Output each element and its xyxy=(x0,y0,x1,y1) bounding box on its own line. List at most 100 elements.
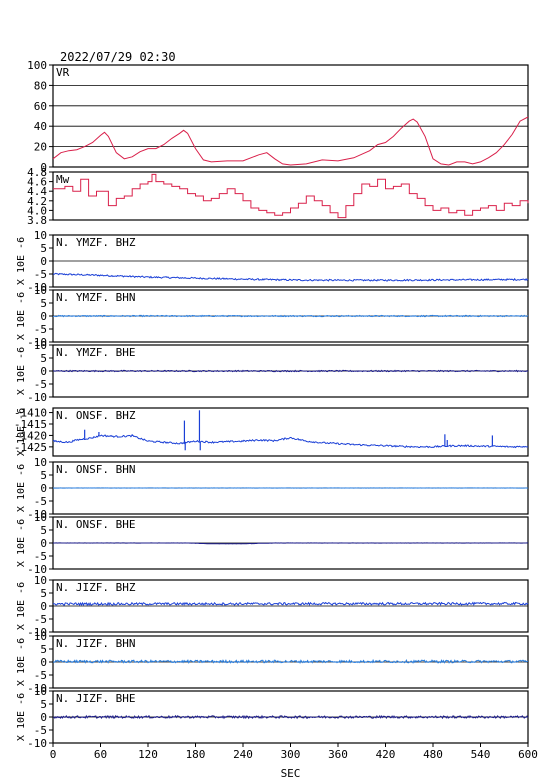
ytick-label-vr: 20 xyxy=(34,141,47,154)
xtick-label: 60 xyxy=(94,748,107,761)
ytick-label-vr: 100 xyxy=(27,59,47,72)
ytick-label-n-onsf-bhz: -1410 xyxy=(14,407,47,420)
ytick-label-n-ymzf-bhz: 5 xyxy=(40,242,47,255)
series-line-n-ymzf-bhz xyxy=(52,272,529,282)
xtick-label: 480 xyxy=(423,748,443,761)
ytick-label-vr: 80 xyxy=(34,79,47,92)
xaxis-label: SEC xyxy=(281,767,301,780)
ytick-label-n-ymzf-bhn: 10 xyxy=(34,284,47,297)
ylabel-n-jizf-bhn: X 10E -6 xyxy=(16,638,27,686)
series-line-n-ymzf-bhe xyxy=(53,369,529,373)
ytick-label-n-onsf-bhz: -1425 xyxy=(14,441,47,454)
ytick-label-mw: 4.4 xyxy=(27,185,47,198)
series-line-n-jizf-bhe xyxy=(52,714,529,720)
panel-label-n-onsf-bhz: N. ONSF. BHZ xyxy=(56,409,136,422)
xtick-label: 240 xyxy=(233,748,253,761)
ytick-label-n-ymzf-bhz: 0 xyxy=(40,255,47,268)
ylabel-n-jizf-bhe: X 10E -6 xyxy=(16,693,27,741)
series-line-vr xyxy=(52,116,529,166)
ylabel-n-ymzf-bhz: X 10E -6 xyxy=(16,237,27,285)
xtick-label: 540 xyxy=(471,748,491,761)
xtick-label: 0 xyxy=(50,748,57,761)
ytick-label-n-ymzf-bhz: -10 xyxy=(27,281,47,294)
ytick-label-n-jizf-bhe: 10 xyxy=(34,685,47,698)
xtick-label: 300 xyxy=(281,748,301,761)
panel-frame-n-onsf-bhz xyxy=(52,407,529,457)
ylabel-n-jizf-bhz: X 10E -6 xyxy=(16,582,27,630)
ytick-label-n-onsf-bhn: -5 xyxy=(34,495,47,508)
ytick-label-vr: 40 xyxy=(34,120,47,133)
xtick-label: 420 xyxy=(376,748,396,761)
ytick-label-n-onsf-bhn: 0 xyxy=(40,482,47,495)
ytick-label-n-onsf-bhe: 0 xyxy=(40,537,47,550)
ytick-label-n-jizf-bhe: -5 xyxy=(34,724,47,737)
ytick-label-n-onsf-bhn: 10 xyxy=(34,456,47,469)
ytick-label-n-ymzf-bhz: -5 xyxy=(34,268,47,281)
panel-label-n-jizf-bhn: N. JIZF. BHN xyxy=(56,637,135,650)
ytick-label-n-jizf-bhz: -5 xyxy=(34,613,47,626)
ytick-label-n-jizf-bhe: 5 xyxy=(40,698,47,711)
panel-label-n-onsf-bhe: N. ONSF. BHE xyxy=(56,518,135,531)
ytick-label-n-onsf-bhz: -1420 xyxy=(14,429,47,442)
series-line-n-jizf-bhn xyxy=(52,658,529,664)
ytick-label-mw: 4.8 xyxy=(27,166,47,179)
ytick-label-n-jizf-bhn: 5 xyxy=(40,643,47,656)
panel-label-n-ymzf-bhe: N. YMZF. BHE xyxy=(56,346,135,359)
ytick-label-n-jizf-bhn: -5 xyxy=(34,669,47,682)
panel-label-n-ymzf-bhn: N. YMZF. BHN xyxy=(56,291,135,304)
ytick-label-n-jizf-bhe: -10 xyxy=(27,737,47,750)
ytick-label-vr: 0 xyxy=(40,161,47,174)
ytick-label-n-ymzf-bhn: 0 xyxy=(40,310,47,323)
panel-frame-vr xyxy=(52,64,529,168)
ytick-label-n-ymzf-bhn: -10 xyxy=(27,336,47,349)
series-line-mw xyxy=(53,173,529,219)
ytick-label-n-ymzf-bhe: -5 xyxy=(34,378,47,391)
series-line-n-jizf-bhz xyxy=(52,601,529,607)
panel-label-mw: Mw xyxy=(56,173,70,186)
ytick-label-n-onsf-bhz: -1415 xyxy=(14,418,47,431)
ytick-label-n-jizf-bhz: 0 xyxy=(40,600,47,613)
panel-label-n-jizf-bhe: N. JIZF. BHE xyxy=(56,692,135,705)
ytick-label-n-jizf-bhz: 5 xyxy=(40,587,47,600)
ytick-label-n-ymzf-bhe: 10 xyxy=(34,339,47,352)
panel-label-n-ymzf-bhz: N. YMZF. BHZ xyxy=(56,236,136,249)
ytick-label-n-jizf-bhn: -10 xyxy=(27,682,47,695)
xtick-label: 360 xyxy=(328,748,348,761)
ytick-label-n-ymzf-bhe: 5 xyxy=(40,352,47,365)
panel-label-n-jizf-bhz: N. JIZF. BHZ xyxy=(56,581,136,594)
series-line-n-onsf-bhz xyxy=(52,434,529,449)
ytick-label-mw: 4.0 xyxy=(27,204,47,217)
xtick-label: 180 xyxy=(186,748,206,761)
ytick-label-n-ymzf-bhe: -10 xyxy=(27,391,47,404)
panel-frame-mw xyxy=(52,171,529,221)
ytick-label-n-ymzf-bhn: -5 xyxy=(34,323,47,336)
ytick-label-n-ymzf-bhn: 5 xyxy=(40,297,47,310)
xtick-label: 600 xyxy=(518,748,538,761)
panel-label-n-onsf-bhn: N. ONSF. BHN xyxy=(56,463,135,476)
ylabel-n-onsf-bhz: X 10E -6 xyxy=(16,408,27,456)
ytick-label-n-jizf-bhz: -10 xyxy=(27,626,47,639)
ytick-label-n-jizf-bhz: 10 xyxy=(34,574,47,587)
ytick-label-vr: 60 xyxy=(34,100,47,113)
series-line-n-onsf-bhe xyxy=(52,542,528,545)
timestamp-title: 2022/07/29 02:30 xyxy=(60,50,176,64)
ytick-label-n-onsf-bhe: -5 xyxy=(34,550,47,563)
panel-label-vr: VR xyxy=(56,66,70,79)
ylabel-n-onsf-bhn: X 10E -6 xyxy=(16,464,27,512)
ylabel-n-ymzf-bhe: X 10E -6 xyxy=(16,347,27,395)
ytick-label-n-onsf-bhe: 5 xyxy=(40,524,47,537)
ytick-label-n-onsf-bhe: -10 xyxy=(27,563,47,576)
ylabel-n-ymzf-bhn: X 10E -6 xyxy=(16,292,27,340)
ylabel-n-onsf-bhe: X 10E -6 xyxy=(16,519,27,567)
ytick-label-n-onsf-bhn: 5 xyxy=(40,469,47,482)
ytick-label-n-jizf-bhn: 10 xyxy=(34,630,47,643)
ytick-label-mw: 3.8 xyxy=(27,214,47,227)
ytick-label-n-onsf-bhe: 10 xyxy=(34,511,47,524)
xtick-label: 120 xyxy=(138,748,158,761)
series-line-n-ymzf-bhn xyxy=(52,314,529,318)
ytick-label-mw: 4.2 xyxy=(27,195,47,208)
ytick-label-n-jizf-bhe: 0 xyxy=(40,711,47,724)
ytick-label-mw: 4.6 xyxy=(27,176,47,189)
ytick-label-n-ymzf-bhe: 0 xyxy=(40,365,47,378)
